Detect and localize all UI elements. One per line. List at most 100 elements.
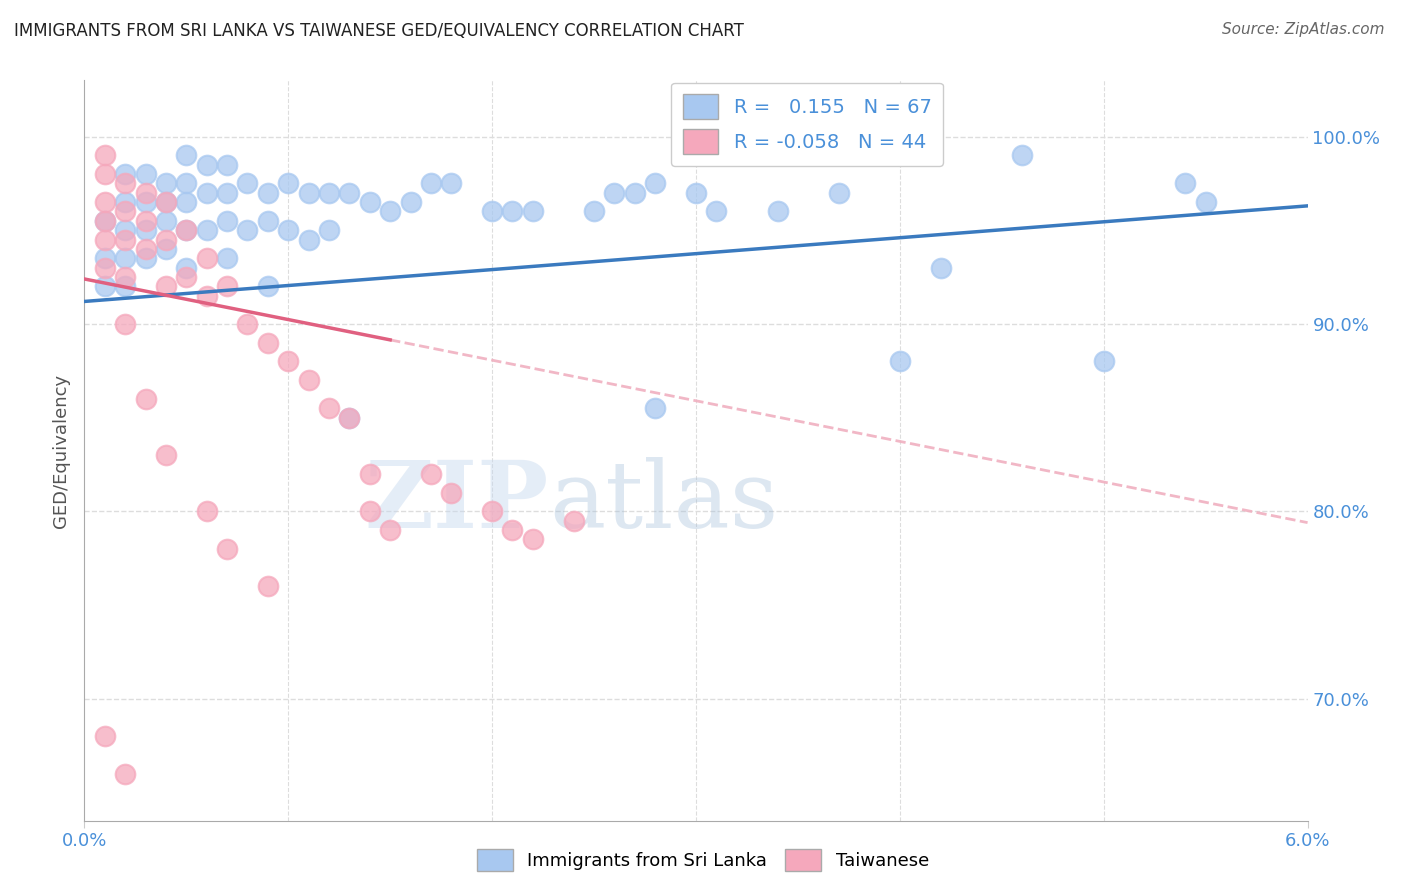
Point	[176, 223, 198, 237]
Point	[114, 766, 136, 780]
Point	[135, 223, 157, 237]
Point	[114, 252, 136, 266]
Point	[93, 195, 117, 210]
Point	[195, 158, 218, 172]
Point	[135, 214, 157, 228]
Point	[766, 204, 789, 219]
Point	[93, 279, 117, 293]
Point	[114, 204, 136, 219]
Point	[195, 186, 218, 200]
Point	[583, 204, 606, 219]
Point	[195, 289, 218, 303]
Text: Source: ZipAtlas.com: Source: ZipAtlas.com	[1222, 22, 1385, 37]
Point	[176, 223, 198, 237]
Point	[114, 317, 136, 331]
Point	[828, 186, 851, 200]
Point	[339, 410, 361, 425]
Text: ZIP: ZIP	[366, 458, 550, 548]
Point	[217, 186, 239, 200]
Point	[420, 467, 443, 481]
Point	[359, 467, 381, 481]
Point	[176, 148, 198, 162]
Point	[1092, 354, 1115, 368]
Point	[93, 233, 117, 247]
Point	[380, 523, 402, 537]
Legend: R =   0.155   N = 67, R = -0.058   N = 44: R = 0.155 N = 67, R = -0.058 N = 44	[671, 83, 943, 166]
Point	[114, 167, 136, 181]
Point	[155, 242, 177, 256]
Point	[217, 158, 239, 172]
Point	[135, 195, 157, 210]
Point	[176, 270, 198, 285]
Point	[135, 242, 157, 256]
Point	[1174, 177, 1197, 191]
Point	[257, 214, 280, 228]
Point	[298, 373, 321, 387]
Point	[236, 223, 259, 237]
Point	[257, 579, 280, 593]
Legend: Immigrants from Sri Lanka, Taiwanese: Immigrants from Sri Lanka, Taiwanese	[470, 842, 936, 879]
Point	[440, 485, 463, 500]
Point	[277, 223, 299, 237]
Point	[114, 233, 136, 247]
Point	[339, 186, 361, 200]
Point	[217, 252, 239, 266]
Point	[155, 195, 177, 210]
Point	[522, 204, 544, 219]
Point	[135, 167, 157, 181]
Point	[114, 195, 136, 210]
Point	[318, 223, 340, 237]
Point	[195, 504, 218, 518]
Point	[481, 504, 503, 518]
Point	[93, 252, 117, 266]
Text: IMMIGRANTS FROM SRI LANKA VS TAIWANESE GED/EQUIVALENCY CORRELATION CHART: IMMIGRANTS FROM SRI LANKA VS TAIWANESE G…	[14, 22, 744, 40]
Point	[644, 401, 666, 416]
Point	[155, 279, 177, 293]
Point	[155, 233, 177, 247]
Point	[399, 195, 422, 210]
Point	[93, 167, 117, 181]
Point	[257, 186, 280, 200]
Point	[359, 504, 381, 518]
Point	[339, 410, 361, 425]
Point	[155, 195, 177, 210]
Point	[440, 177, 463, 191]
Point	[1195, 195, 1218, 210]
Point	[176, 260, 198, 275]
Point	[135, 392, 157, 406]
Point	[318, 401, 340, 416]
Point	[277, 177, 299, 191]
Point	[236, 317, 259, 331]
Point	[93, 729, 117, 743]
Point	[1011, 148, 1033, 162]
Point	[257, 279, 280, 293]
Point	[195, 252, 218, 266]
Point	[93, 214, 117, 228]
Point	[706, 204, 728, 219]
Point	[236, 177, 259, 191]
Point	[93, 148, 117, 162]
Point	[502, 204, 524, 219]
Point	[93, 214, 117, 228]
Point	[562, 514, 585, 528]
Point	[114, 270, 136, 285]
Text: atlas: atlas	[550, 458, 779, 548]
Point	[318, 186, 340, 200]
Point	[481, 204, 503, 219]
Point	[502, 523, 524, 537]
Point	[298, 186, 321, 200]
Point	[135, 186, 157, 200]
Point	[603, 186, 626, 200]
Point	[114, 177, 136, 191]
Point	[176, 177, 198, 191]
Point	[380, 204, 402, 219]
Point	[93, 260, 117, 275]
Point	[155, 214, 177, 228]
Point	[217, 214, 239, 228]
Point	[217, 279, 239, 293]
Y-axis label: GED/Equivalency: GED/Equivalency	[52, 374, 70, 527]
Point	[420, 177, 443, 191]
Point	[644, 177, 666, 191]
Point	[359, 195, 381, 210]
Point	[155, 448, 177, 462]
